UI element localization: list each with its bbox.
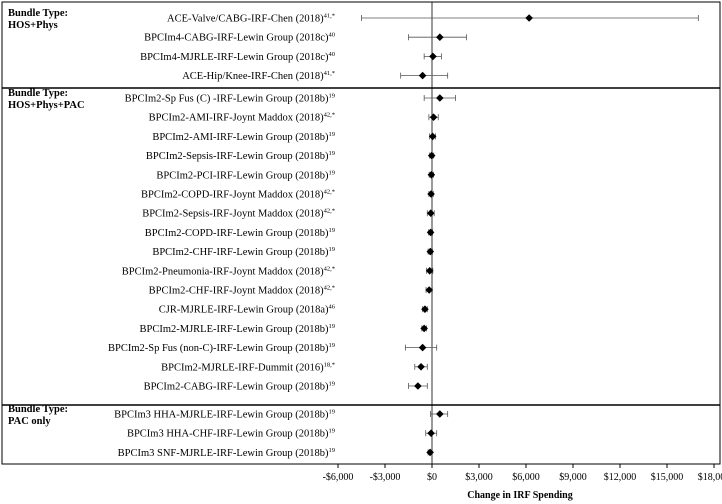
study-row: BPCIm2-Sepsis-IRF-Lewin Group (2018b)19 <box>146 150 436 162</box>
study-row: CJR-MJRLE-IRF-Lewin Group (2018a)46 <box>159 304 429 316</box>
point-estimate <box>436 410 444 418</box>
point-estimate <box>421 305 429 313</box>
point-estimate <box>427 429 435 437</box>
study-row: ACE-Hip/Knee-IRF-Chen (2018)41,* <box>182 70 449 82</box>
study-row: BPCIm4-CABG-IRF-Lewin Group (2018c)40 <box>144 32 467 44</box>
study-row: ACE-Valve/CABG-IRF-Chen (2018)41,* <box>167 13 699 25</box>
study-row: BPCIm3 HHA-CHF-IRF-Lewin Group (2018b)19 <box>127 428 438 440</box>
study-label: BPCIm2-CHF-IRF-Lewin Group (2018b)19 <box>152 246 335 258</box>
study-row: BPCIm2-Sp Fus (non-C)-IRF-Lewin Group (2… <box>108 342 438 354</box>
x-tick-label: $9,000 <box>559 472 587 483</box>
x-tick-label: $3,000 <box>465 472 493 483</box>
study-label: BPCIm2-MJRLE-IRF-Lewin Group (2018b)19 <box>140 323 336 335</box>
study-label: BPCIm2-Sp Fus (non-C)-IRF-Lewin Group (2… <box>108 342 335 354</box>
study-label: BPCIm2-Pneumonia-IRF-Joynt Maddox (2018)… <box>122 265 335 277</box>
x-tick-label: $6,000 <box>512 472 540 483</box>
study-label: ACE-Hip/Knee-IRF-Chen (2018)41,* <box>182 70 335 82</box>
study-label: BPCIm2-MJRLE-IRF-Dummit (2016)18,* <box>161 361 335 373</box>
study-label: CJR-MJRLE-IRF-Lewin Group (2018a)46 <box>159 304 336 316</box>
study-row: BPCIm2-COPD-IRF-Joynt Maddox (2018)42,* <box>141 189 435 201</box>
point-estimate <box>414 382 422 390</box>
study-row: BPCIm2-CABG-IRF-Lewin Group (2018b)19 <box>144 381 428 393</box>
study-row: BPCIm2-AMI-IRF-Lewin Group (2018b)19 <box>152 131 437 143</box>
point-estimate <box>428 132 437 141</box>
point-estimate <box>427 190 435 198</box>
study-label: BPCIm2-CABG-IRF-Lewin Group (2018b)19 <box>144 381 335 393</box>
group-label: Bundle Type: HOS+Phys <box>8 8 68 31</box>
study-row: BPCIm2-CHF-IRF-Lewin Group (2018b)19 <box>152 246 435 258</box>
study-label: BPCIm2-COPD-IRF-Joynt Maddox (2018)42,* <box>141 189 335 201</box>
x-tick-label: -$6,000 <box>323 472 354 483</box>
study-label: BPCIm2-Sepsis-IRF-Lewin Group (2018b)19 <box>146 150 335 162</box>
point-estimate <box>436 94 444 102</box>
study-label: BPCIm3 HHA-MJRLE-IRF-Lewin Group (2018b)… <box>114 409 335 421</box>
study-label: BPCIm4-MJRLE-IRF-Lewin Group (2018c)40 <box>140 51 335 63</box>
study-row: BPCIm2-Sepsis-IRF-Joynt Maddox (2018)42,… <box>142 208 435 220</box>
study-row: BPCIm2-CHF-IRF-Joynt Maddox (2018)42,* <box>149 285 433 297</box>
plot-frame <box>1 1 721 465</box>
point-estimate <box>425 267 434 275</box>
point-estimate <box>426 228 435 237</box>
x-axis-label: Change in IRF Spending <box>467 490 573 501</box>
study-row: BPCIm2-MJRLE-IRF-Lewin Group (2018b)19 <box>140 323 428 335</box>
study-label: ACE-Valve/CABG-IRF-Chen (2018)41,* <box>167 13 335 25</box>
x-tick-label: $12,000 <box>604 472 637 483</box>
point-estimate <box>425 286 433 294</box>
study-label: BPCIm2-Sp Fus (C) -IRF-Lewin Group (2018… <box>125 93 335 105</box>
x-tick-label: $0 <box>427 472 437 483</box>
point-estimate <box>525 14 533 22</box>
point-estimate <box>429 52 437 61</box>
x-tick-label: $15,000 <box>651 472 684 483</box>
study-row: BPCIm3 HHA-MJRLE-IRF-Lewin Group (2018b)… <box>114 409 449 421</box>
point-estimate <box>427 151 436 160</box>
point-estimate <box>417 363 425 371</box>
study-row: BPCIm2-COPD-IRF-Lewin Group (2018b)19 <box>145 227 435 239</box>
study-row: BPCIm2-MJRLE-IRF-Dummit (2016)18,* <box>161 361 428 373</box>
study-row: BPCIm2-Sp Fus (C) -IRF-Lewin Group (2018… <box>125 93 456 105</box>
point-estimate <box>427 171 436 179</box>
x-tick-label: $18,000 <box>698 472 722 483</box>
study-row: BPCIm2-Pneumonia-IRF-Joynt Maddox (2018)… <box>122 265 434 277</box>
point-estimate <box>418 71 427 80</box>
point-estimate <box>426 247 435 256</box>
study-row: BPCIm3 SNF-MJRLE-IRF-Lewin Group (2018b)… <box>118 447 434 459</box>
study-label: BPCIm2-COPD-IRF-Lewin Group (2018b)19 <box>145 227 335 239</box>
point-estimate <box>426 209 435 217</box>
study-label: BPCIm3 SNF-MJRLE-IRF-Lewin Group (2018b)… <box>118 447 335 459</box>
study-label: BPCIm2-AMI-IRF-Joynt Maddox (2018)42,* <box>149 112 335 124</box>
study-label: BPCIm2-Sepsis-IRF-Joynt Maddox (2018)42,… <box>142 208 335 220</box>
study-row: BPCIm2-AMI-IRF-Joynt Maddox (2018)42,* <box>149 112 439 124</box>
x-tick-label: -$3,000 <box>370 472 401 483</box>
point-estimate <box>420 324 428 333</box>
study-label: BPCIm2-CHF-IRF-Joynt Maddox (2018)42,* <box>149 285 335 297</box>
point-estimate <box>436 33 444 41</box>
point-estimate <box>426 448 434 457</box>
group-label: Bundle Type: PAC only <box>8 404 68 427</box>
study-row: BPCIm2-PCI-IRF-Lewin Group (2018b)19 <box>156 169 436 181</box>
study-row: BPCIm4-MJRLE-IRF-Lewin Group (2018c)40 <box>140 51 442 63</box>
point-estimate <box>418 343 427 352</box>
study-label: BPCIm2-PCI-IRF-Lewin Group (2018b)19 <box>156 169 335 181</box>
study-label: BPCIm3 HHA-CHF-IRF-Lewin Group (2018b)19 <box>127 428 335 440</box>
group-label: Bundle Type: HOS+Phys+PAC <box>8 88 85 111</box>
point-estimate <box>429 113 438 121</box>
study-label: BPCIm4-CABG-IRF-Lewin Group (2018c)40 <box>144 32 335 44</box>
study-label: BPCIm2-AMI-IRF-Lewin Group (2018b)19 <box>152 131 335 143</box>
